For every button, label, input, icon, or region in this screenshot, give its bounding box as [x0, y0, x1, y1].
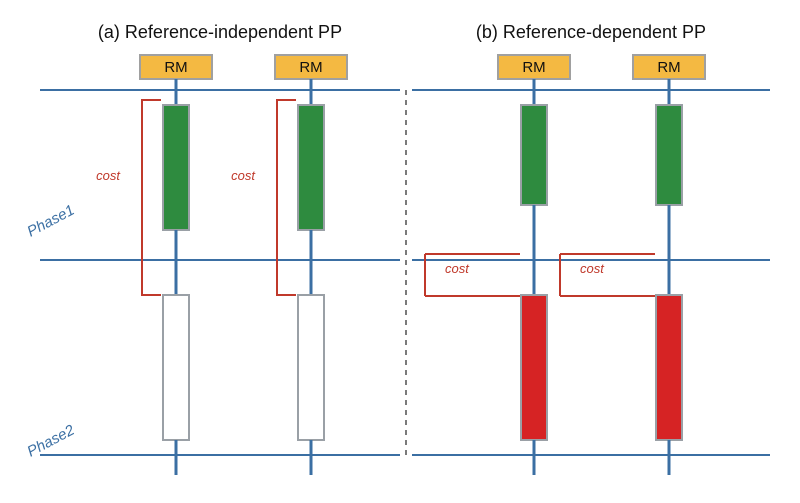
rm-label-2: RM: [522, 59, 545, 76]
title-left: (a) Reference-independent PP: [98, 22, 342, 42]
phase1-bar-1: [298, 105, 324, 230]
diagram-root: (a) Reference-independent PP (b) Referenc…: [0, 0, 800, 503]
phase2-bar-0: [163, 295, 189, 440]
phase2-bar-3: [656, 295, 682, 440]
phase2-bar-1: [298, 295, 324, 440]
cost-label-left-1: cost: [231, 168, 256, 183]
cost-label-left-0: cost: [96, 168, 121, 183]
phase1-bar-2: [521, 105, 547, 205]
rm-label-1: RM: [299, 59, 322, 76]
phase1-bar-0: [163, 105, 189, 230]
phase2-bar-2: [521, 295, 547, 440]
cost-label-right-0: cost: [445, 261, 470, 276]
cost-label-right-1: cost: [580, 261, 605, 276]
phase1-bar-3: [656, 105, 682, 205]
title-right: (b) Reference-dependent PP: [476, 22, 706, 42]
rm-label-3: RM: [657, 59, 680, 76]
rm-label-0: RM: [164, 59, 187, 76]
